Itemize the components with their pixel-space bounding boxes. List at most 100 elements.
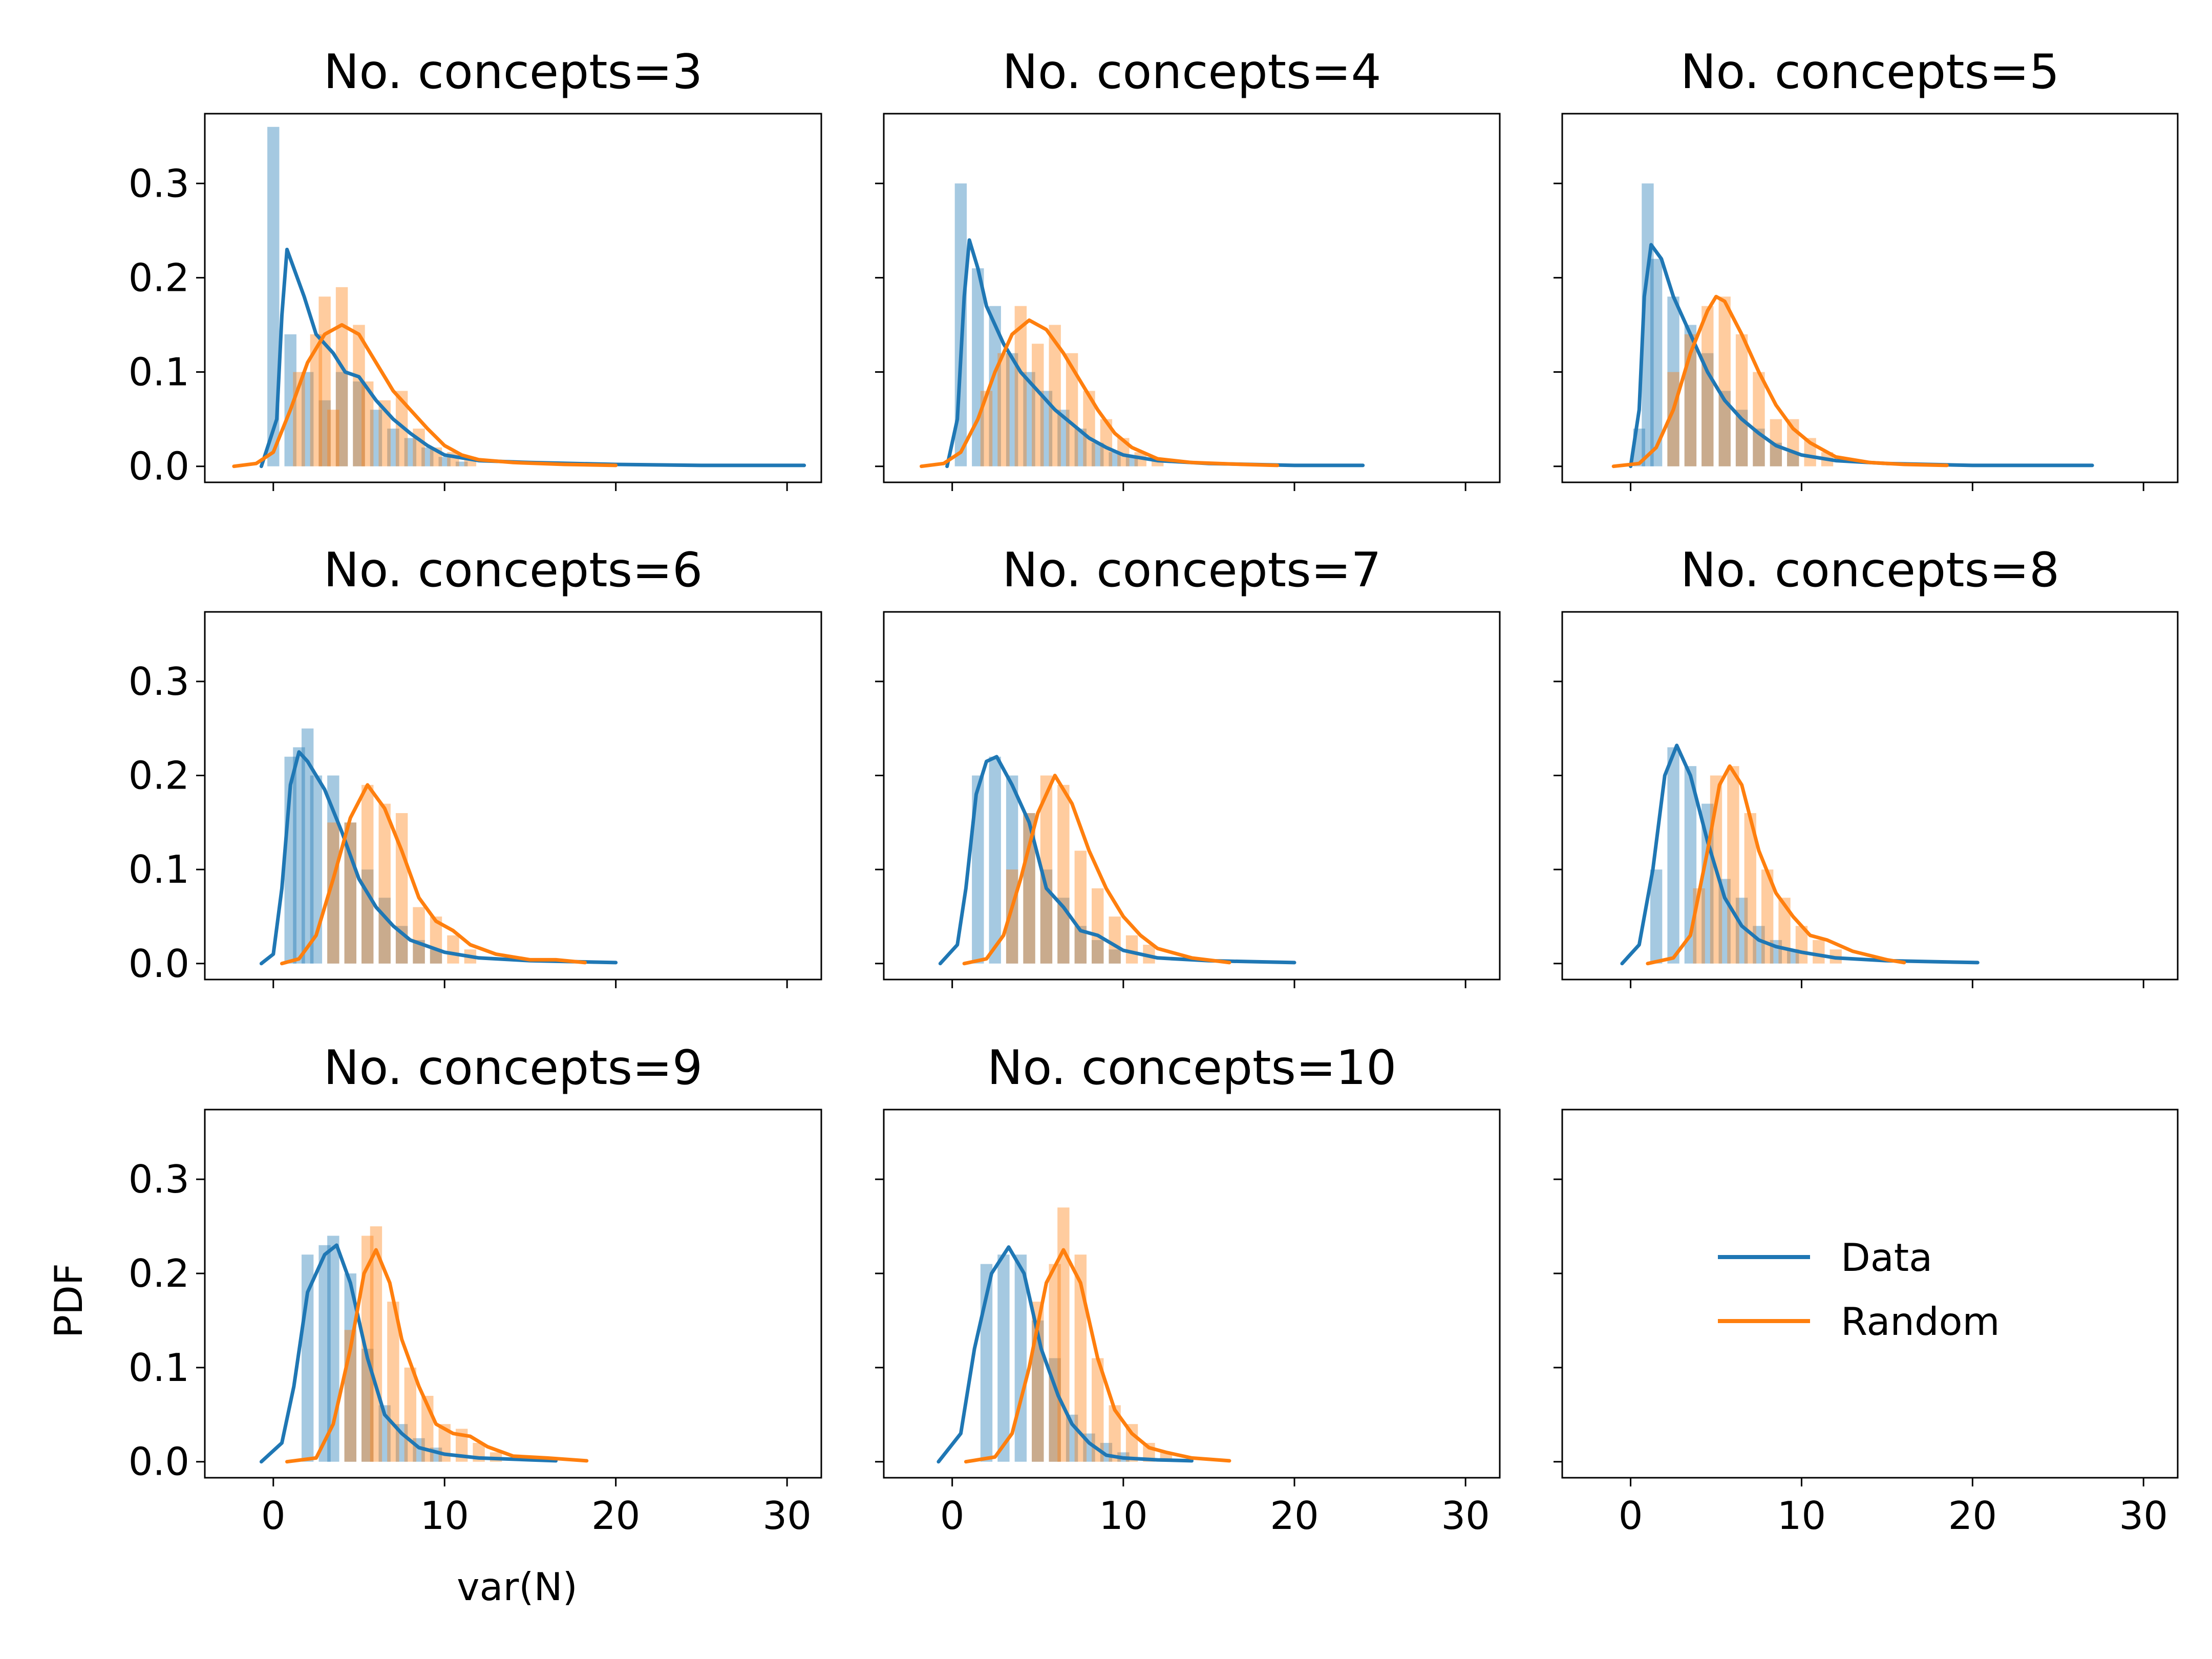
hist-bar xyxy=(404,1367,417,1462)
y-tick-label: 0.0 xyxy=(129,941,189,986)
axes-frame xyxy=(204,1109,822,1479)
panel-title: No. concepts=5 xyxy=(1681,44,2059,99)
hist-bar xyxy=(361,869,374,964)
x-tick-label: 10 xyxy=(1777,1493,1826,1538)
hist-bar xyxy=(1701,353,1714,466)
axes-frame xyxy=(204,113,822,483)
y-tick-label: 0.2 xyxy=(129,1251,189,1296)
hist-bar xyxy=(972,268,984,466)
hist-bar xyxy=(310,334,323,466)
plot-area xyxy=(1562,612,2178,980)
panel: No. concepts=8 xyxy=(1554,542,2179,988)
kde-line xyxy=(259,750,618,966)
hist-bar xyxy=(1650,259,1663,466)
hist-bar xyxy=(1718,296,1731,466)
hist-bar xyxy=(335,372,348,466)
panel: 0.0 0.1 0.2 0.3 No. concepts=6 xyxy=(129,542,822,988)
hist-bar xyxy=(1006,353,1018,466)
axes-frame xyxy=(883,611,1501,981)
hist-bar xyxy=(1023,372,1035,466)
panel-title: No. concepts=8 xyxy=(1681,542,2059,598)
hist-bar xyxy=(1735,334,1748,466)
legend-label: Random xyxy=(1841,1299,2000,1344)
hist-bar xyxy=(421,447,434,466)
hist-bar xyxy=(1753,429,1765,466)
axes-frame xyxy=(883,1109,1501,1479)
hist-bar xyxy=(404,438,417,466)
hist-bar xyxy=(1040,775,1053,964)
kde-line xyxy=(285,1248,589,1464)
x-tick-label: 20 xyxy=(591,1493,640,1538)
hist-bar xyxy=(301,728,314,964)
hist-bar xyxy=(1125,457,1138,466)
hist-bar xyxy=(1109,1405,1121,1462)
y-axis-label: PDF xyxy=(46,1263,91,1338)
hist-bar xyxy=(361,381,374,466)
hist-bar xyxy=(1770,419,1782,466)
axes-frame xyxy=(1561,1109,2179,1479)
hist-bar xyxy=(395,813,408,964)
kde-line xyxy=(962,774,1231,966)
hist-bar xyxy=(1787,949,1799,964)
hist-bar xyxy=(1813,940,1825,964)
hist-bar xyxy=(1057,784,1070,964)
hist-bar xyxy=(327,410,339,466)
hist-bar xyxy=(267,126,280,466)
hist-bar xyxy=(318,1245,331,1462)
hist-bar xyxy=(1092,940,1104,964)
axes-frame xyxy=(1561,611,2179,981)
hist-bar xyxy=(344,822,356,964)
plot-area xyxy=(1562,114,2178,482)
plot-area xyxy=(1562,1110,2178,1478)
hist-bar xyxy=(1667,296,1679,466)
hist-bar xyxy=(1074,926,1087,964)
hist-bar xyxy=(1109,452,1121,466)
hist-bar xyxy=(293,747,305,964)
hist-bar xyxy=(1787,452,1799,466)
plot-area xyxy=(884,612,1500,980)
hist-bar xyxy=(1727,766,1739,964)
hist-bar xyxy=(284,334,296,466)
hist-bar xyxy=(1057,1207,1070,1462)
hist-bar xyxy=(387,429,399,466)
panel: No. concepts=7 xyxy=(875,542,1501,988)
kde-line xyxy=(280,783,587,966)
kde-line xyxy=(1620,743,1980,966)
plot-area xyxy=(884,1110,1500,1478)
hist-bar xyxy=(395,391,408,466)
hist-bar xyxy=(378,400,391,466)
hist-bar xyxy=(989,306,1001,466)
x-axis-label: var(N) xyxy=(457,1564,578,1609)
x-tick-label: 10 xyxy=(420,1493,469,1538)
panel: No. concepts=4 xyxy=(875,44,1501,491)
hist-bar xyxy=(1109,949,1121,964)
plot-area xyxy=(205,114,821,482)
hist-bar xyxy=(1125,1424,1138,1462)
hist-bar xyxy=(997,1254,1010,1462)
hist-bar xyxy=(1761,869,1774,964)
kde-line xyxy=(232,323,618,469)
hist-bar xyxy=(353,325,365,466)
hist-bar xyxy=(353,381,365,466)
hist-bar xyxy=(1125,935,1138,964)
hist-bar xyxy=(335,287,348,466)
hist-bar xyxy=(1057,410,1070,466)
hist-bar xyxy=(327,822,339,964)
panel-title: No. concepts=10 xyxy=(987,1040,1397,1095)
hist-bar xyxy=(301,372,314,466)
hist-bar xyxy=(997,353,1010,466)
kde-line xyxy=(938,755,1296,966)
x-tick-label: 30 xyxy=(762,1493,811,1538)
hist-bar xyxy=(361,784,374,964)
x-tick-label: 30 xyxy=(2119,1493,2168,1538)
hist-bar xyxy=(344,1273,356,1462)
panels: 0.0 0.1 0.2 0.3 No. concepts=3 No. concepts=4… xyxy=(129,44,2179,1538)
hist-bar xyxy=(1074,850,1087,964)
axes-frame xyxy=(883,113,1501,483)
hist-bar xyxy=(1083,391,1095,466)
hist-bar xyxy=(1143,945,1155,964)
x-tick-label: 30 xyxy=(1441,1493,1490,1538)
panel: 0 10 20 30 0.0 0.1 0.2 0.3 No. concepts=9 xyxy=(129,1040,822,1538)
hist-bar xyxy=(455,461,468,466)
